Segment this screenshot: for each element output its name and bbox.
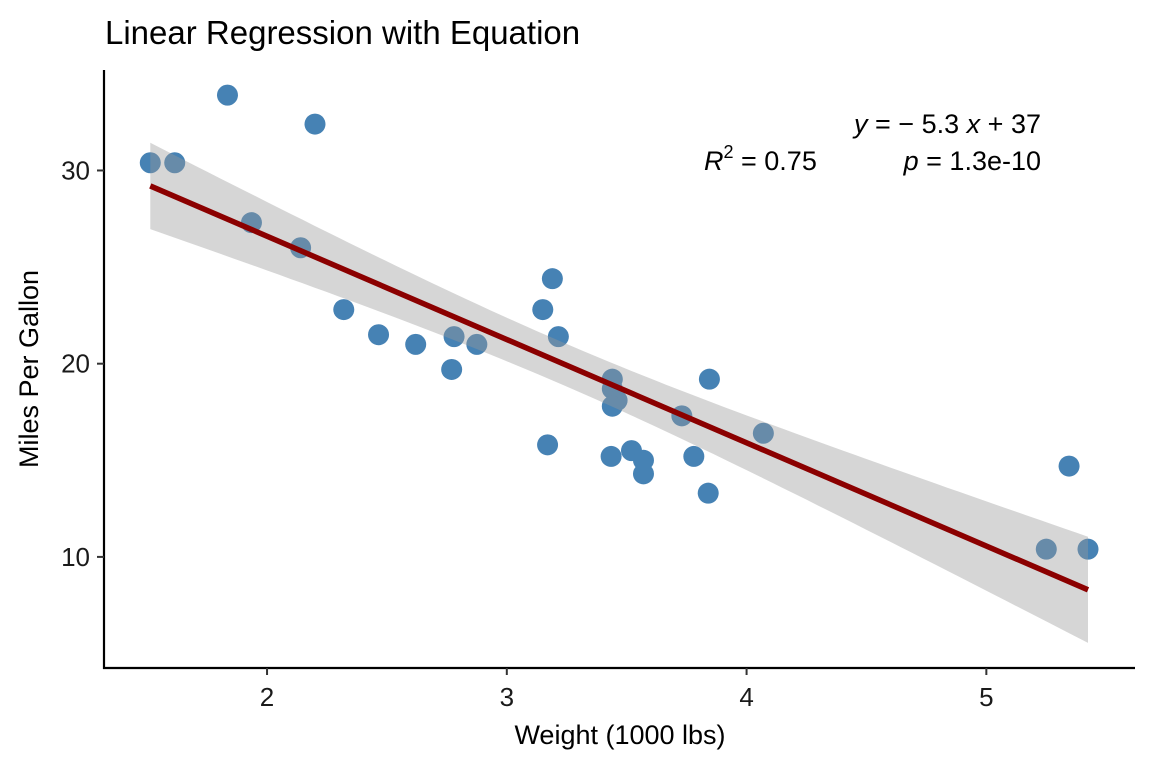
r2-sup: 2 — [724, 142, 734, 162]
y-tick-label: 20 — [61, 349, 90, 379]
y-tick-label: 10 — [61, 542, 90, 572]
eq-slope: 5.3 — [922, 109, 960, 139]
p-value-label: p = 1.3e-10 — [903, 146, 1041, 176]
x-tick-label: 4 — [739, 682, 753, 712]
data-point — [600, 445, 622, 467]
x-ticks: 2 3 4 5 — [260, 668, 994, 712]
y-ticks: 10 20 30 — [61, 155, 104, 572]
data-point — [1077, 538, 1099, 560]
data-point — [541, 268, 563, 290]
data-point — [304, 113, 326, 135]
data-point — [164, 152, 186, 174]
data-point — [532, 299, 554, 321]
y-tick-label: 30 — [61, 155, 90, 185]
r2-value: = 0.75 — [734, 146, 817, 176]
data-point — [698, 368, 720, 390]
eq-plus: + — [988, 109, 1004, 139]
confidence-ribbon — [150, 142, 1089, 643]
data-point — [441, 358, 463, 380]
confidence-ribbon-overlay — [150, 142, 1089, 643]
r2-label: R2 = 0.75 — [704, 142, 817, 176]
eq-y-var: y — [852, 109, 869, 139]
data-point — [1058, 455, 1080, 477]
data-point — [752, 422, 774, 444]
x-tick-label: 3 — [500, 682, 514, 712]
eq-x-var: x — [965, 109, 982, 139]
points-layer — [139, 84, 1099, 560]
p-var: p — [903, 146, 919, 176]
data-point — [1035, 538, 1057, 560]
data-point — [537, 434, 559, 456]
data-point — [697, 482, 719, 504]
data-point — [333, 299, 355, 321]
data-point — [405, 333, 427, 355]
regression-line-layer — [149, 183, 1090, 593]
eq-equals: = — [875, 109, 891, 139]
data-point — [443, 326, 465, 348]
equation-annotation: y = − 5.3 x + 37 R2 = 0.75 p = 1.3e-10 — [704, 109, 1041, 176]
data-point — [368, 324, 390, 346]
equation-line: y = − 5.3 x + 37 — [852, 109, 1041, 139]
y-axis-label: Miles Per Gallon — [14, 270, 44, 468]
eq-intercept: 37 — [1011, 109, 1041, 139]
x-axis-label: Weight (1000 lbs) — [514, 720, 725, 750]
axes: 2 3 4 5 10 20 30 — [61, 70, 1135, 712]
data-point — [601, 395, 623, 417]
eq-minus: − — [898, 109, 914, 139]
data-point — [466, 333, 488, 355]
data-point — [216, 84, 238, 106]
data-point — [683, 445, 705, 467]
x-tick-label: 2 — [260, 682, 274, 712]
data-point — [139, 152, 161, 174]
data-point — [547, 326, 569, 348]
regression-line — [149, 183, 1090, 593]
data-point — [632, 449, 654, 471]
p-value: = 1.3e-10 — [919, 146, 1041, 176]
r2-var: R — [704, 146, 724, 176]
x-tick-label: 5 — [979, 682, 993, 712]
chart-title: Linear Regression with Equation — [105, 14, 580, 51]
